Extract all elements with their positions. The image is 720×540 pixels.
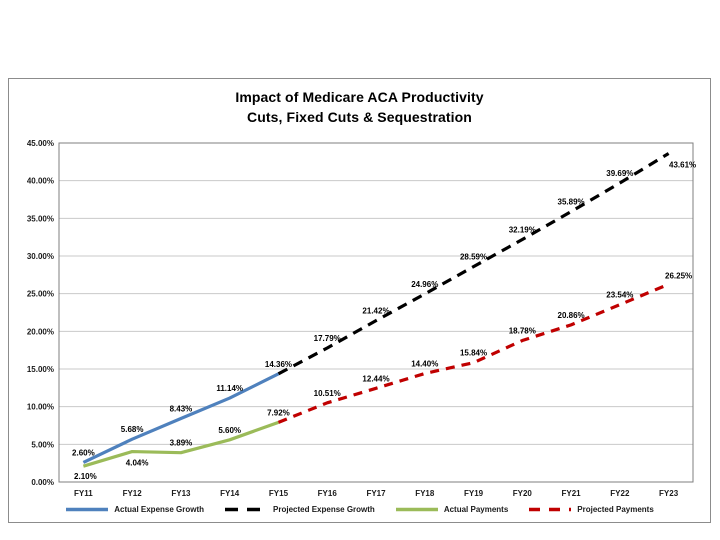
plot-area: 0.00% 5.00% 10.00% 15.00% 20.00% 25.00% 30.00%…: [27, 139, 696, 498]
data-label: 7.92%: [267, 408, 290, 417]
data-label: 35.89%: [558, 198, 585, 207]
legend-line-sample-dashed-black: [225, 507, 268, 512]
x-axis-tick-label: FY11: [74, 489, 93, 498]
data-label: 21.42%: [362, 307, 389, 316]
data-label: 26.25%: [665, 271, 692, 280]
y-axis-tick-label: 25.00%: [27, 290, 54, 299]
data-label: 43.61%: [669, 160, 696, 169]
data-label: 3.89%: [170, 439, 193, 448]
x-axis-tick-label: FY15: [269, 489, 289, 498]
legend-label: Actual Expense Growth: [114, 505, 205, 514]
x-axis-tick-label: FY13: [171, 489, 191, 498]
series-line-actual-expense-growth: [82, 372, 280, 464]
legend-line-sample-solid-green: [395, 507, 438, 512]
x-axis-tick-label: FY12: [123, 489, 143, 498]
data-label: 10.51%: [314, 389, 341, 398]
data-label: 39.69%: [606, 169, 633, 178]
chart-legend: Actual Expense Growth Projected Expense …: [9, 505, 710, 514]
data-label: 4.04%: [126, 459, 149, 468]
legend-label: Actual Payments: [443, 505, 509, 514]
data-label: 14.36%: [265, 360, 292, 369]
y-axis-tick-label: 30.00%: [27, 252, 54, 261]
legend-line-sample-solid-blue: [66, 507, 109, 512]
y-axis-tick-label: 45.00%: [27, 139, 54, 148]
y-axis-tick-label: 15.00%: [27, 365, 54, 374]
legend-line-sample-dashed-red: [529, 507, 572, 512]
data-label: 11.14%: [216, 384, 243, 393]
series-line-projected-expense-growth: [277, 152, 670, 376]
legend-item-projected-payments: Projected Payments: [528, 505, 654, 514]
x-axis-tick-label: FY22: [610, 489, 630, 498]
x-axis-tick-label: FY20: [513, 489, 533, 498]
legend-item-projected-expense-growth: Projected Expense Growth: [224, 505, 375, 514]
chart-title: Impact of Medicare ACA Productivity Cuts…: [9, 88, 710, 127]
y-axis-tick-label: 0.00%: [31, 478, 54, 487]
data-label: 5.60%: [218, 426, 241, 435]
chart-title-line1: Impact of Medicare ACA Productivity: [235, 89, 484, 105]
x-axis-tick-label: FY23: [659, 489, 679, 498]
data-label: 5.68%: [121, 425, 144, 434]
data-label: 18.78%: [509, 327, 536, 336]
chart-container: Impact of Medicare ACA Productivity Cuts…: [8, 78, 711, 523]
data-label: 15.84%: [460, 349, 487, 358]
legend-item-actual-expense-growth: Actual Expense Growth: [65, 505, 204, 514]
plot-frame: [58, 142, 694, 483]
data-label: 23.54%: [606, 291, 633, 300]
x-axis-tick-label: FY19: [464, 489, 484, 498]
data-label: 28.59%: [460, 253, 487, 262]
legend-label: Projected Payments: [577, 505, 654, 514]
x-axis-tick-label: FY17: [366, 489, 386, 498]
legend-label: Projected Expense Growth: [273, 505, 375, 514]
data-label: 20.86%: [558, 311, 585, 320]
y-axis-tick-label: 40.00%: [27, 177, 54, 186]
x-axis-tick-label: FY16: [318, 489, 338, 498]
y-axis-tick-label: 35.00%: [27, 214, 54, 223]
y-axis-tick-label: 10.00%: [27, 403, 54, 412]
x-axis-tick-label: FY18: [415, 489, 435, 498]
data-label: 14.40%: [411, 360, 438, 369]
data-label: 8.43%: [170, 404, 193, 413]
x-axis-tick-label: FY14: [220, 489, 240, 498]
y-axis-tick-label: 5.00%: [31, 440, 54, 449]
chart-title-line2: Cuts, Fixed Cuts & Sequestration: [247, 108, 472, 125]
data-label: 32.19%: [509, 226, 536, 235]
x-axis-tick-label: FY21: [562, 489, 582, 498]
data-label: 17.79%: [314, 334, 341, 343]
series-line-actual-payments: [82, 420, 280, 468]
data-label: 12.44%: [362, 374, 389, 383]
data-label: 2.60%: [72, 448, 95, 457]
data-label: 24.96%: [411, 280, 438, 289]
y-axis-tick-label: 20.00%: [27, 327, 54, 336]
data-label: 2.10%: [74, 472, 97, 481]
legend-item-actual-payments: Actual Payments: [395, 505, 508, 514]
series-line-projected-payments: [277, 282, 670, 424]
